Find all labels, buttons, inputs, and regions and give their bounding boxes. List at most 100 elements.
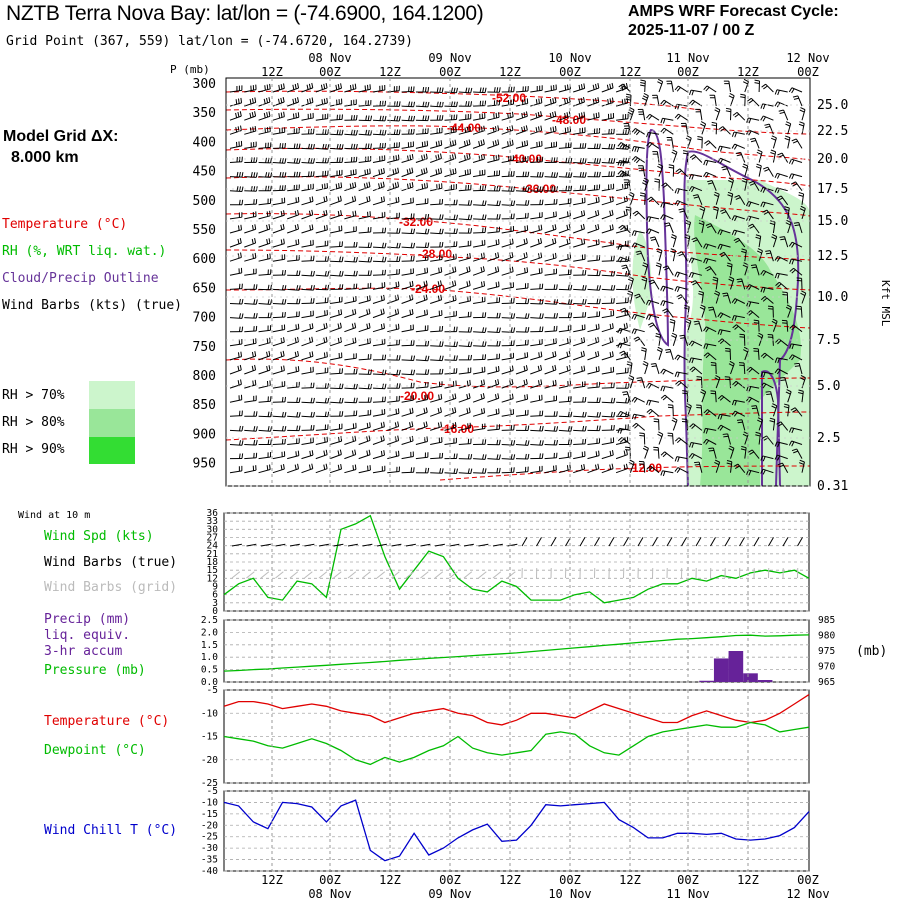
wind-barb (573, 189, 586, 192)
wind-barb-feather (351, 196, 354, 202)
wind-barb (358, 260, 371, 263)
wind-barb-feather (648, 216, 652, 223)
wind-barb-feather (541, 313, 544, 319)
wind-barb (501, 370, 514, 375)
wind-barb (315, 229, 328, 234)
wind-barb-feather (309, 225, 312, 231)
pressure-tick-label: 450 (193, 165, 216, 180)
wind-barb (687, 236, 691, 248)
surface-grid-barb (420, 571, 429, 579)
legend-pressure: Pressure (mb) (44, 663, 146, 678)
wind-barb-feather (621, 309, 627, 313)
wind-barb-feather (595, 112, 598, 118)
wind-barb-feather (410, 115, 413, 121)
wind-barb (372, 119, 386, 122)
wind-barb (315, 428, 328, 431)
wind-barb (695, 237, 703, 248)
wind-barb (794, 407, 803, 417)
wind-barb-feather (692, 239, 698, 243)
wind-barb-feather (751, 407, 757, 410)
wind-barb-feather (466, 393, 469, 400)
surface-grid-barb (289, 571, 299, 579)
wind-barb (719, 145, 731, 149)
wind-barb-feather (762, 104, 766, 110)
wind-barb-feather (622, 129, 625, 135)
wind-barb-feather (635, 158, 641, 164)
wind-barb-feather (482, 341, 485, 347)
wind-barb-feather (267, 411, 270, 417)
wind-barb-feather (705, 354, 711, 359)
wind-barb-feather (468, 393, 471, 399)
pressure-tick-label: 300 (193, 77, 216, 92)
height-tick-label: 17.5 (817, 182, 848, 197)
wind-barb-feather (691, 424, 696, 429)
wind-barb-feather (538, 225, 540, 231)
temperature-tick-label: -10 (201, 708, 218, 719)
wind-barb-feather (712, 279, 718, 282)
wind-barb-feather (511, 125, 514, 131)
legend-cloud-outline: Cloud/Precip Outline (2, 271, 159, 286)
wind-barb (691, 257, 703, 262)
wind-barb-feather (645, 228, 650, 234)
wind-barb-feather (689, 99, 694, 105)
wind-barb-feather (648, 132, 652, 138)
surface-wind-barb (550, 537, 557, 547)
wind-barb-feather (527, 453, 530, 460)
wind-barb-feather (427, 355, 430, 361)
wind-barb (658, 81, 664, 93)
wind-barb-feather (406, 183, 409, 189)
wind-barb-feather (454, 280, 457, 286)
time-gridlines (271, 78, 749, 871)
wind-barb-feather (631, 156, 636, 161)
wind-barb (791, 158, 803, 163)
wind-barb-feather (339, 157, 341, 163)
wind-barb-feather (798, 192, 804, 195)
wind-barb (301, 441, 314, 445)
wind-barb-feather (497, 252, 500, 258)
wind-barb-feather (379, 115, 382, 121)
wind-barb-feather (551, 157, 553, 163)
wind-barb-feather (279, 185, 281, 191)
wind-barb-feather (355, 256, 358, 263)
wind-barb-feather (425, 153, 428, 159)
wind-barb-feather (241, 440, 244, 446)
wind-barb (721, 338, 731, 347)
wind-barb-feather (751, 266, 757, 269)
wind-barb (649, 113, 660, 121)
wind-barb-feather (553, 172, 556, 178)
wind-barb (714, 95, 717, 107)
wind-barb-feather (339, 144, 342, 150)
wind-speed-tick-label: 18 (207, 557, 219, 568)
wind-barb-feather (556, 439, 558, 446)
wind-barb (229, 303, 243, 305)
wind-barb (473, 105, 486, 107)
wind-barb (730, 363, 735, 375)
wind-barb-feather (325, 209, 328, 215)
wind-barb-feather (774, 89, 778, 95)
wind-barb (287, 132, 300, 135)
wind-barb-feather (310, 270, 313, 276)
wind-barb-feather (325, 82, 328, 89)
wind-barb-feather (539, 326, 541, 332)
wind-barb (530, 288, 543, 290)
wind-barb-feather (740, 448, 746, 451)
wind-barb-feather (646, 141, 651, 147)
wind-barb (301, 147, 314, 150)
wind-barb-feather (407, 155, 409, 161)
wind-barb-feather (511, 266, 514, 272)
wind-barb-feather (729, 360, 735, 365)
wind-barb (615, 229, 628, 234)
contour-44 (225, 125, 811, 161)
wind-barb (229, 229, 242, 234)
wind-barb-feather (496, 340, 499, 347)
wind-barb-feather (665, 351, 671, 354)
wind-barb-feather (253, 299, 256, 305)
wind-barb-feather (498, 366, 500, 372)
wind-barb (668, 222, 674, 234)
wind-barb (769, 250, 774, 262)
wind-barb (690, 442, 702, 445)
wind-barb-feather (238, 298, 241, 305)
wind-barb (672, 419, 678, 431)
wind-barb (641, 377, 646, 389)
